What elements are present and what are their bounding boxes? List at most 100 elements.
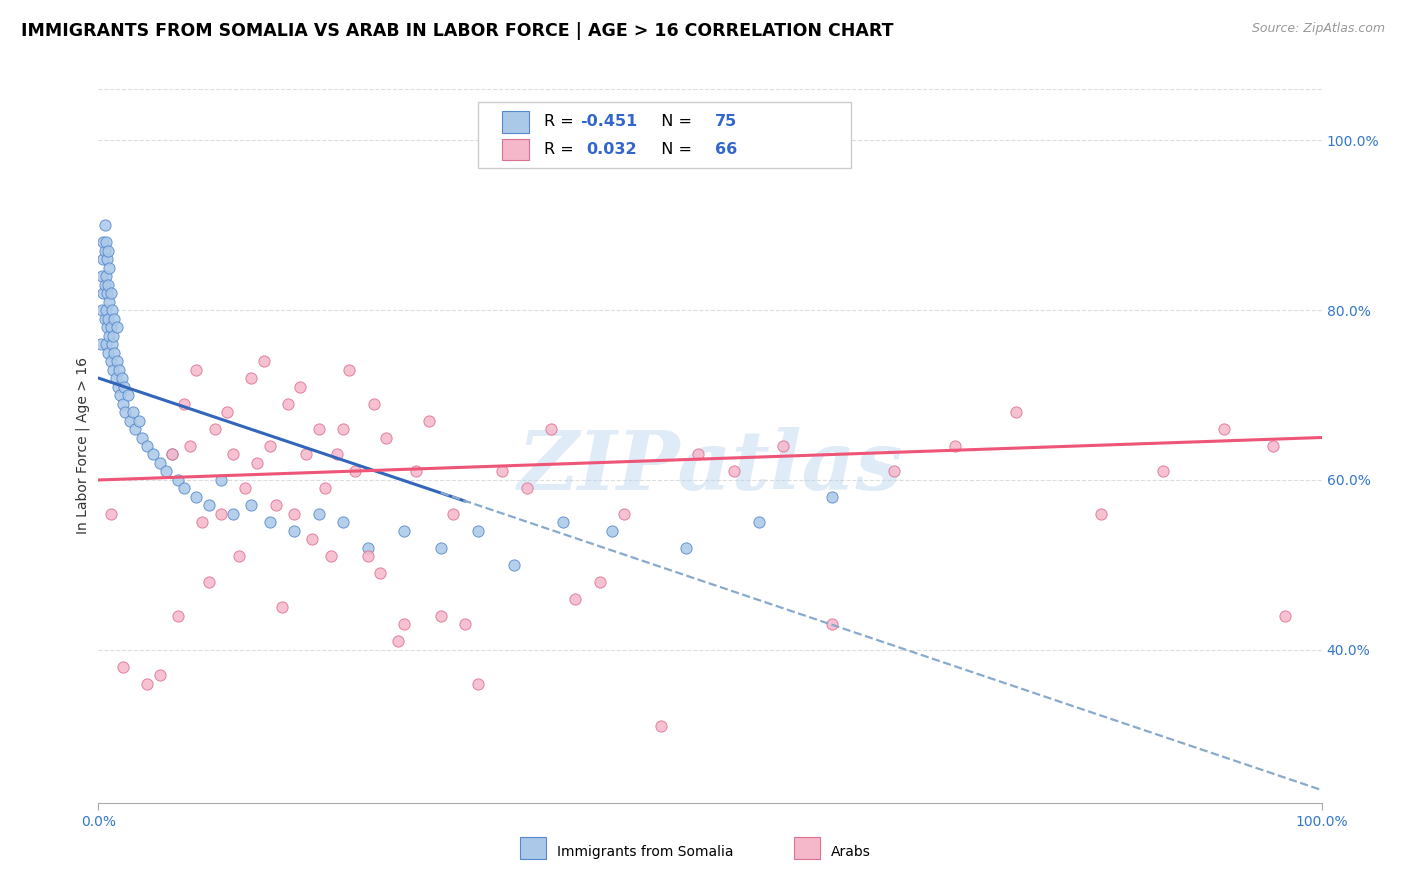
Point bbox=[675, 541, 697, 555]
Point bbox=[308, 422, 330, 436]
Point bbox=[167, 608, 190, 623]
Point bbox=[540, 422, 562, 436]
Point bbox=[215, 405, 238, 419]
Point bbox=[467, 677, 489, 691]
Point bbox=[1261, 439, 1284, 453]
Point bbox=[332, 516, 354, 530]
Point bbox=[117, 388, 139, 402]
Text: N =: N = bbox=[651, 142, 697, 157]
Point bbox=[90, 337, 112, 351]
Point bbox=[94, 303, 117, 318]
Point bbox=[167, 473, 190, 487]
Point bbox=[93, 311, 115, 326]
Point bbox=[1152, 465, 1174, 479]
Point bbox=[97, 277, 120, 292]
Point bbox=[772, 439, 794, 453]
Point bbox=[356, 549, 378, 564]
Text: 66: 66 bbox=[714, 142, 737, 157]
Point bbox=[392, 617, 416, 632]
Point bbox=[314, 482, 336, 496]
Text: R =: R = bbox=[544, 114, 578, 129]
Text: ZIPatlas: ZIPatlas bbox=[517, 427, 903, 508]
FancyBboxPatch shape bbox=[502, 139, 529, 161]
Point bbox=[105, 354, 128, 368]
Point bbox=[405, 465, 427, 479]
Point bbox=[374, 430, 396, 444]
Point bbox=[136, 677, 159, 691]
Point bbox=[136, 439, 159, 453]
Point bbox=[97, 311, 120, 326]
Point bbox=[1090, 507, 1112, 521]
Point bbox=[392, 524, 416, 538]
Point bbox=[228, 549, 250, 564]
Point bbox=[111, 660, 134, 674]
Point bbox=[589, 574, 612, 589]
Point bbox=[104, 371, 127, 385]
Text: IMMIGRANTS FROM SOMALIA VS ARAB IN LABOR FORCE | AGE > 16 CORRELATION CHART: IMMIGRANTS FROM SOMALIA VS ARAB IN LABOR… bbox=[21, 22, 894, 40]
Point bbox=[430, 541, 453, 555]
Point bbox=[101, 362, 124, 376]
Point bbox=[368, 566, 391, 581]
Point bbox=[101, 303, 124, 318]
Point bbox=[111, 371, 134, 385]
Point bbox=[103, 345, 125, 359]
Text: -0.451: -0.451 bbox=[581, 114, 637, 129]
Point bbox=[98, 260, 121, 275]
Point bbox=[264, 499, 287, 513]
Point bbox=[149, 456, 172, 470]
Point bbox=[1004, 405, 1026, 419]
Point bbox=[295, 448, 318, 462]
Point bbox=[344, 465, 367, 479]
Point bbox=[112, 379, 135, 393]
Text: R =: R = bbox=[544, 142, 583, 157]
Point bbox=[100, 507, 122, 521]
Point bbox=[283, 524, 305, 538]
Point bbox=[326, 448, 349, 462]
Point bbox=[107, 379, 129, 393]
FancyBboxPatch shape bbox=[502, 112, 529, 133]
Point bbox=[131, 430, 153, 444]
Point bbox=[650, 719, 672, 733]
Point bbox=[943, 439, 966, 453]
Point bbox=[600, 524, 623, 538]
Point bbox=[259, 516, 281, 530]
Point bbox=[197, 499, 219, 513]
Point bbox=[467, 524, 489, 538]
Point bbox=[337, 362, 360, 376]
Point bbox=[96, 252, 118, 266]
Point bbox=[179, 439, 201, 453]
Point bbox=[387, 634, 409, 648]
Point bbox=[121, 405, 143, 419]
Point bbox=[319, 549, 342, 564]
Point bbox=[186, 490, 208, 504]
Point bbox=[233, 482, 256, 496]
Point bbox=[883, 465, 905, 479]
Point bbox=[97, 244, 120, 258]
Point bbox=[290, 379, 312, 393]
Text: Immigrants from Somalia: Immigrants from Somalia bbox=[557, 845, 734, 859]
Point bbox=[105, 320, 128, 334]
Point bbox=[356, 541, 378, 555]
Point bbox=[91, 252, 114, 266]
Point bbox=[301, 533, 323, 547]
Point bbox=[503, 558, 526, 572]
Point bbox=[441, 507, 464, 521]
Point bbox=[209, 473, 232, 487]
Text: Source: ZipAtlas.com: Source: ZipAtlas.com bbox=[1251, 22, 1385, 36]
Point bbox=[160, 448, 183, 462]
Point bbox=[98, 328, 121, 343]
Text: 0.032: 0.032 bbox=[586, 142, 637, 157]
Point bbox=[173, 482, 195, 496]
Point bbox=[93, 244, 115, 258]
Point bbox=[197, 574, 219, 589]
Point bbox=[111, 396, 134, 410]
Point bbox=[100, 286, 122, 301]
Point bbox=[93, 218, 115, 232]
Point bbox=[100, 354, 122, 368]
Point bbox=[363, 396, 385, 410]
Point bbox=[222, 448, 245, 462]
Point bbox=[114, 405, 136, 419]
Point bbox=[94, 337, 117, 351]
Point bbox=[94, 269, 117, 284]
Point bbox=[1212, 422, 1234, 436]
